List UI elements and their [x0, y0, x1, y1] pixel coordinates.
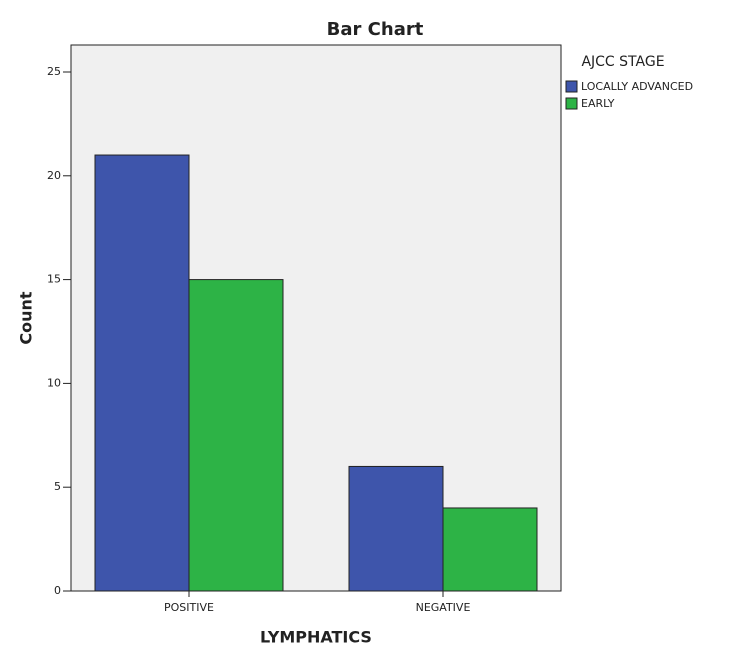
y-tick-label: 15 — [47, 273, 61, 286]
legend-label: LOCALLY ADVANCED — [581, 80, 693, 93]
bar — [442, 507, 538, 592]
y-tick-label: 10 — [47, 376, 61, 389]
x-tick-label: NEGATIVE — [416, 601, 471, 614]
x-axis-title: LYMPHATICS — [260, 628, 372, 647]
bar — [188, 279, 284, 592]
y-tick-label: 25 — [47, 65, 61, 78]
bar — [94, 154, 190, 592]
legend-label: EARLY — [581, 97, 615, 110]
y-tick-label: 5 — [54, 480, 61, 493]
y-tick-label: 20 — [47, 169, 61, 182]
legend-swatch — [565, 80, 578, 93]
y-axis-title: Count — [17, 291, 36, 345]
y-tick-label: 0 — [54, 584, 61, 597]
x-tick-label: POSITIVE — [164, 601, 214, 614]
bar — [348, 465, 444, 592]
chart-title: Bar Chart — [327, 19, 424, 40]
legend-title: AJCC STAGE — [581, 54, 664, 70]
legend-swatch — [565, 97, 578, 110]
